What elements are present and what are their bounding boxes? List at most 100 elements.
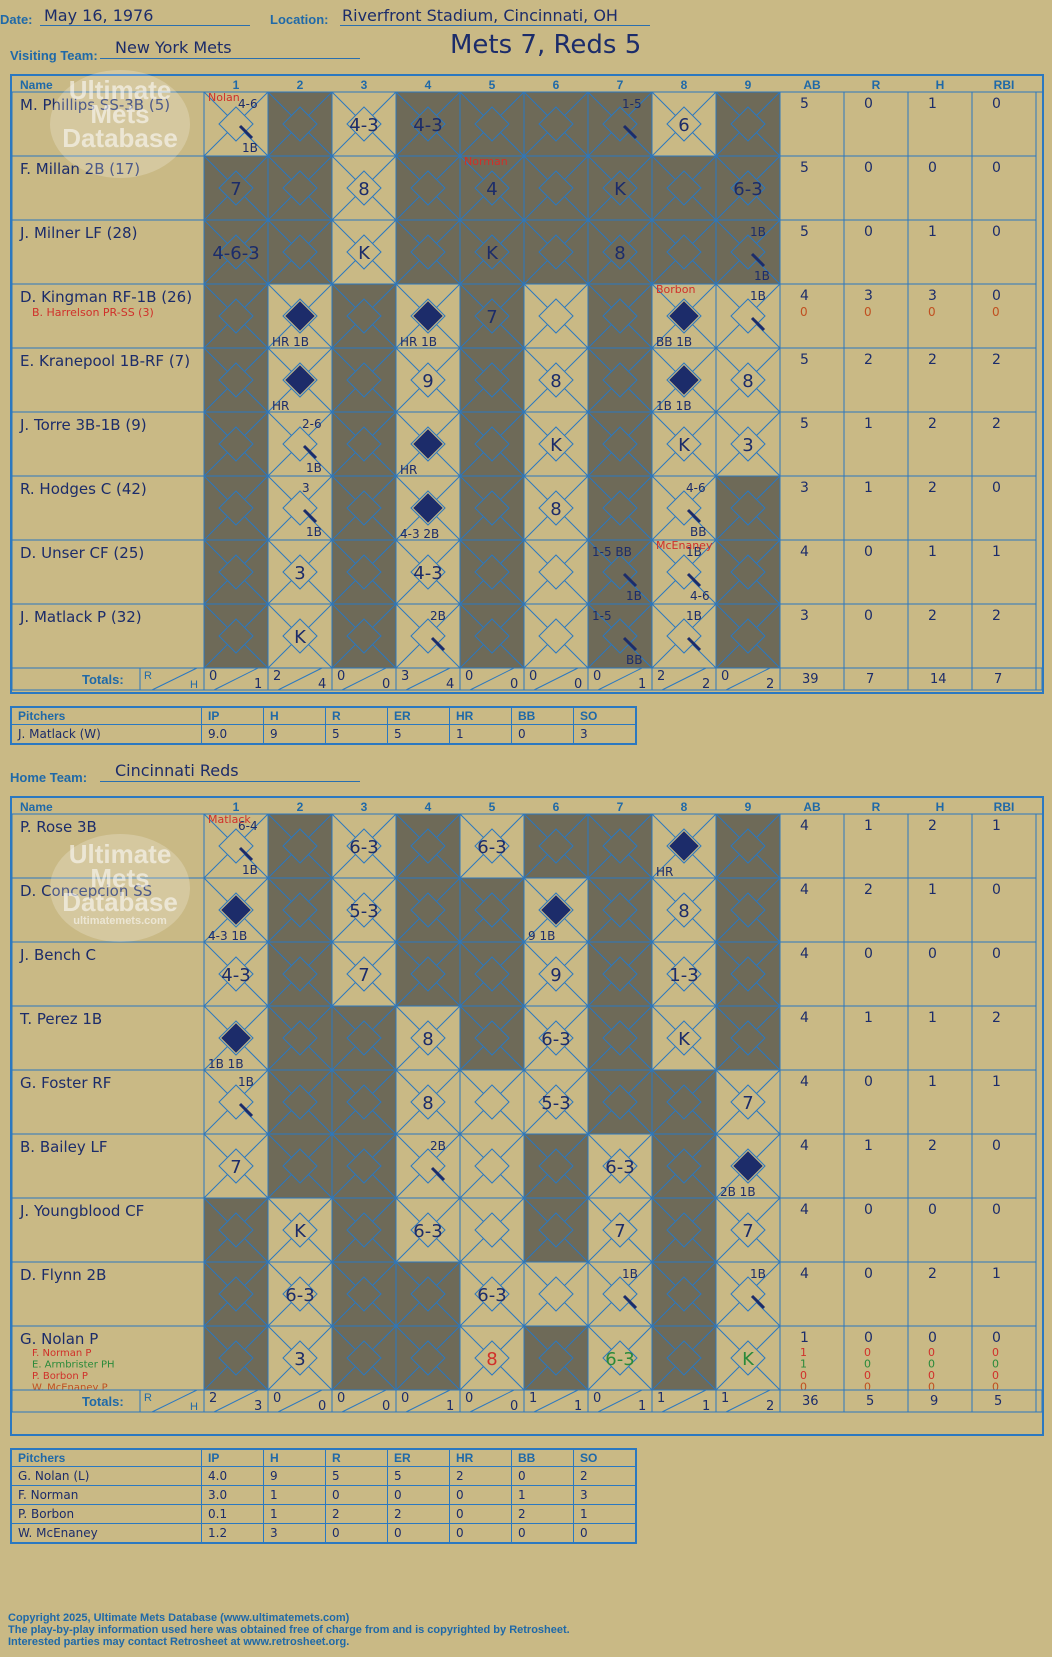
stat-cell: [779, 941, 845, 1007]
play-result: 8: [358, 179, 369, 200]
base-diamond: [474, 426, 510, 462]
sub-player-stat: 0: [928, 305, 936, 319]
run-scored-marker: [669, 831, 699, 861]
base-diamond: [410, 1148, 446, 1184]
inning-hits: 0: [382, 1399, 390, 1414]
pitching-stat: 9.0: [201, 724, 264, 745]
play-note: HR 1B: [400, 335, 437, 349]
inning-runs: 0: [465, 669, 473, 684]
base-diamond: [538, 170, 574, 206]
base-diamond: [730, 1340, 766, 1376]
play-note: 1B: [686, 545, 702, 559]
base-diamond: [346, 362, 382, 398]
inning-header: 9: [745, 78, 752, 92]
stat-cell: [907, 813, 973, 879]
base-diamond: [666, 298, 702, 334]
player-stat: 1: [800, 1330, 809, 1346]
play-result: 4-3: [221, 965, 250, 986]
play-note: 1B: [750, 289, 766, 303]
base-diamond: [666, 1148, 702, 1184]
base-diamond: [666, 490, 702, 526]
base-diamond: [730, 1276, 766, 1312]
play-note: BB: [626, 653, 642, 667]
base-diamond: [410, 618, 446, 654]
base-diamond: [602, 1020, 638, 1056]
base-diamond: [282, 234, 318, 270]
play-result: 4-3: [413, 563, 442, 584]
play-result: 3: [742, 435, 753, 456]
base-diamond: [474, 106, 510, 142]
base-diamond: [602, 106, 638, 142]
player-stat: 0: [864, 608, 873, 624]
pitching-stat: 0: [449, 1485, 512, 1505]
pitcher-row: J. Matlack (W) 9.0 9 5 5 1 0 3: [10, 724, 637, 745]
inning-runs: 2: [273, 669, 281, 684]
stat-cell: [843, 1069, 909, 1135]
stat-cell: [971, 475, 1037, 541]
pitching-stat: 2: [511, 1504, 574, 1524]
base-diamond: [474, 618, 510, 654]
player-name: G. Foster RF: [20, 1074, 111, 1092]
pitching-stat: 5: [325, 724, 388, 745]
base-diamond: [474, 956, 510, 992]
inning-hits: 1: [638, 677, 646, 692]
play-result: 6-3: [477, 1285, 506, 1306]
inning-header: 1: [233, 78, 240, 92]
player-stat: 5: [800, 96, 809, 112]
visiting-team-label: Visiting Team:: [10, 48, 98, 63]
base-diamond: [474, 1084, 510, 1120]
inning-runs: 0: [209, 669, 217, 684]
stat-cell: [907, 1197, 973, 1263]
player-stat: 5: [800, 416, 809, 432]
sub-player-stat: 0: [800, 1369, 807, 1382]
inning-runs: 1: [721, 1391, 729, 1406]
player-name: G. Nolan P: [20, 1330, 98, 1348]
player-name: M. Phillips SS-3B (5): [20, 96, 170, 114]
base-diamond: [602, 426, 638, 462]
pitcher-name: P. Borbon: [10, 1504, 202, 1524]
inning-header: 9: [745, 800, 752, 814]
base-diamond: [538, 490, 574, 526]
base-diamond: [410, 828, 446, 864]
base-diamond: [602, 1212, 638, 1248]
base-diamond: [474, 362, 510, 398]
pitcher-row: F. Norman 3.0 1 0 0 0 1 3: [10, 1485, 637, 1505]
run-scored-marker: [285, 365, 315, 395]
inning-hits: 0: [318, 1399, 326, 1414]
player-name: J. Bench C: [19, 946, 96, 964]
play-note: 4-3 2B: [400, 527, 439, 541]
base-diamond: [346, 828, 382, 864]
base-diamond: [474, 234, 510, 270]
pitcher-name: G. Nolan (L): [10, 1466, 202, 1486]
inning-header: 4: [425, 800, 432, 814]
player-stat: 2: [864, 352, 873, 368]
total-stat: 5: [994, 1394, 1002, 1409]
base-diamond: [218, 554, 254, 590]
base-diamond: [666, 426, 702, 462]
play-note: 1B: [306, 525, 322, 539]
pitching-stat: 5: [387, 1466, 450, 1486]
base-diamond: [602, 892, 638, 928]
base-diamond: [410, 1276, 446, 1312]
base-diamond: [602, 490, 638, 526]
base-diamond: [218, 892, 254, 928]
base-diamond: [602, 956, 638, 992]
stat-header: RBI: [994, 800, 1015, 814]
stat-cell: [907, 475, 973, 541]
play-note: 2B: [430, 1139, 446, 1153]
player-stat: 0: [992, 1138, 1001, 1154]
base-diamond: [474, 1340, 510, 1376]
play-result: 8: [614, 243, 625, 264]
base-diamond: [666, 1020, 702, 1056]
inning-header: 1: [233, 800, 240, 814]
hits-label: H: [190, 679, 198, 691]
player-stat: 3: [864, 288, 873, 304]
stat-cell: [843, 1261, 909, 1327]
play-note: 1B: [626, 589, 642, 603]
player-stat: 1: [992, 818, 1001, 834]
base-diamond: [538, 618, 574, 654]
pitching-header: BB: [511, 706, 574, 725]
pitching-stat: 0: [325, 1523, 388, 1544]
stat-cell: [843, 91, 909, 157]
base-diamond: [602, 1148, 638, 1184]
